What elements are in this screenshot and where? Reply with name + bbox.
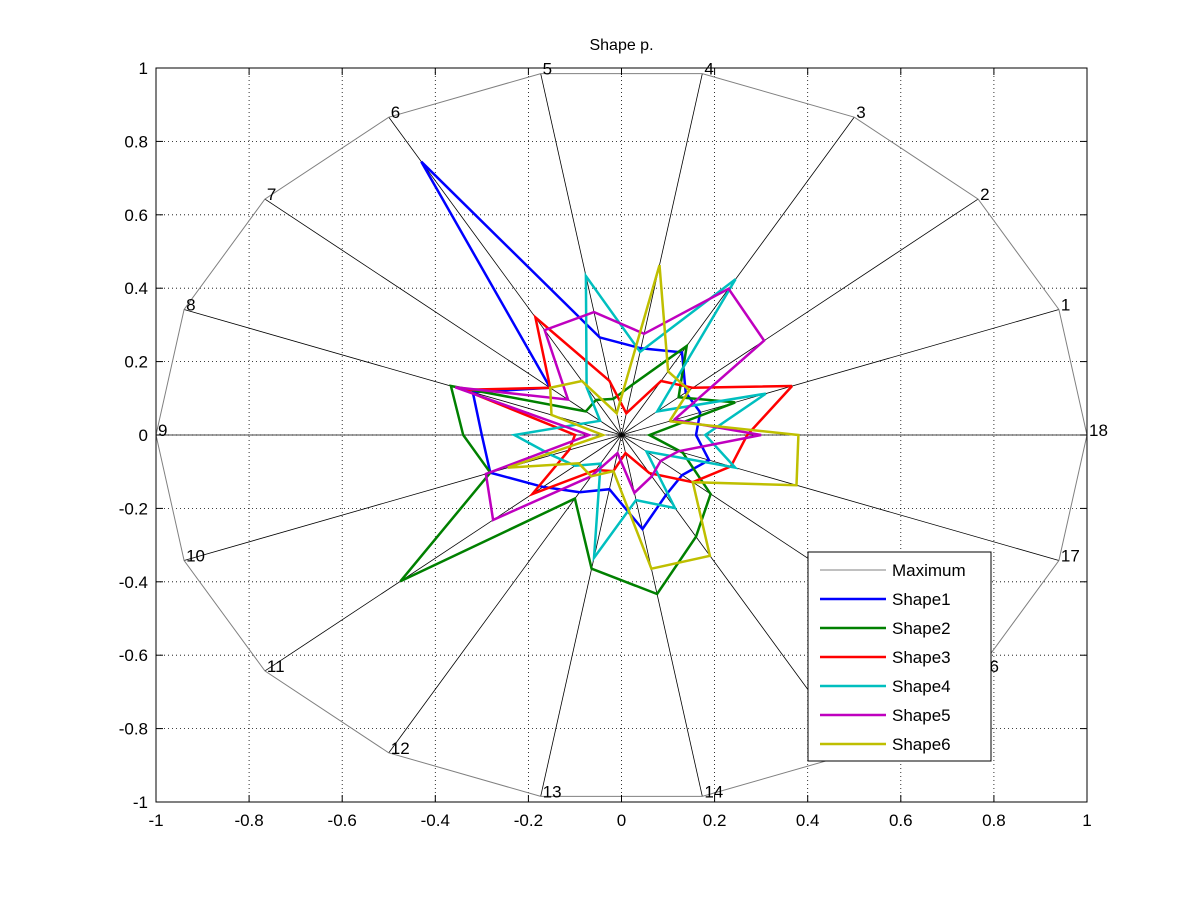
y-tick-label: -0.4 — [119, 573, 148, 592]
radar-spoke — [621, 309, 1060, 436]
spoke-label: 13 — [543, 782, 562, 801]
spoke-label: 2 — [980, 185, 989, 204]
radar-spoke — [621, 73, 703, 436]
spoke-label: 10 — [186, 547, 205, 566]
spoke-label: 12 — [391, 739, 410, 758]
x-tick-label: 1 — [1082, 811, 1091, 830]
y-tick-label: 0 — [139, 426, 148, 445]
radar-spoke — [621, 434, 703, 797]
legend-label: Shape3 — [892, 648, 951, 667]
x-tick-label: -0.2 — [514, 811, 543, 830]
y-tick-label: -1 — [133, 793, 148, 812]
spoke-label: 18 — [1089, 421, 1108, 440]
y-tick-label: 0.2 — [124, 353, 148, 372]
spoke-label: 5 — [543, 60, 552, 79]
y-tick-label: 0.6 — [124, 206, 148, 225]
x-tick-label: 0 — [617, 811, 626, 830]
radar-spoke — [540, 73, 622, 436]
y-tick-label: 0.8 — [124, 132, 148, 151]
legend-label: Shape5 — [892, 706, 951, 725]
spoke-label: 8 — [186, 295, 195, 314]
y-tick-label: 0.4 — [124, 279, 148, 298]
x-tick-label: -0.4 — [421, 811, 450, 830]
legend-label: Shape1 — [892, 590, 951, 609]
y-tick-label: 1 — [139, 59, 148, 78]
legend-label: Shape6 — [892, 735, 951, 754]
series-line-shape6 — [507, 264, 800, 571]
series-lines — [399, 160, 800, 596]
spoke-label: 4 — [704, 60, 713, 79]
radar-spoke — [540, 434, 622, 797]
x-tick-label: 0.2 — [703, 811, 727, 830]
x-tick-label: 0.6 — [889, 811, 913, 830]
radar-spoke — [264, 434, 622, 672]
x-tick-label: -1 — [148, 811, 163, 830]
radar-spoke — [621, 434, 1060, 561]
spoke-label: 9 — [158, 421, 167, 440]
series-line-shape5 — [454, 287, 766, 522]
spoke-label: 1 — [1061, 295, 1070, 314]
x-tick-label: 0.4 — [796, 811, 820, 830]
spoke-label: 6 — [391, 103, 400, 122]
legend-label: Shape4 — [892, 677, 951, 696]
legend: Maximum Shape1 Shape2 Shape3 Shape4 Shape5 Sha… — [807, 551, 992, 762]
spoke-label: 7 — [267, 185, 276, 204]
legend-label: Maximum — [892, 561, 966, 580]
spoke-label: 17 — [1061, 547, 1080, 566]
y-tick-label: -0.6 — [119, 646, 148, 665]
x-tick-label: -0.6 — [328, 811, 357, 830]
radar-spoke — [183, 309, 622, 436]
x-ticks: -1 -0.8 -0.6 -0.4 -0.2 0 0.2 0.4 0.6 0.8 1 — [148, 68, 1092, 830]
x-tick-label: -0.8 — [234, 811, 263, 830]
spoke-label: 3 — [856, 103, 865, 122]
radar-spoke — [388, 434, 622, 754]
y-ticks: 1 0.8 0.6 0.4 0.2 0 -0.2 -0.4 -0.6 -0.8 -1 — [119, 59, 1087, 812]
spoke-label: 11 — [267, 657, 285, 676]
series-line-shape4 — [510, 272, 767, 563]
radar-spoke — [183, 434, 622, 561]
radar-spoke — [621, 198, 979, 436]
radar-spoke — [264, 198, 622, 436]
spoke-label: 14 — [704, 782, 723, 801]
y-tick-label: -0.8 — [119, 720, 148, 739]
legend-label: Shape2 — [892, 619, 951, 638]
chart-title: Shape p. — [589, 37, 653, 54]
x-tick-label: 0.8 — [982, 811, 1006, 830]
y-tick-label: -0.2 — [119, 499, 148, 518]
